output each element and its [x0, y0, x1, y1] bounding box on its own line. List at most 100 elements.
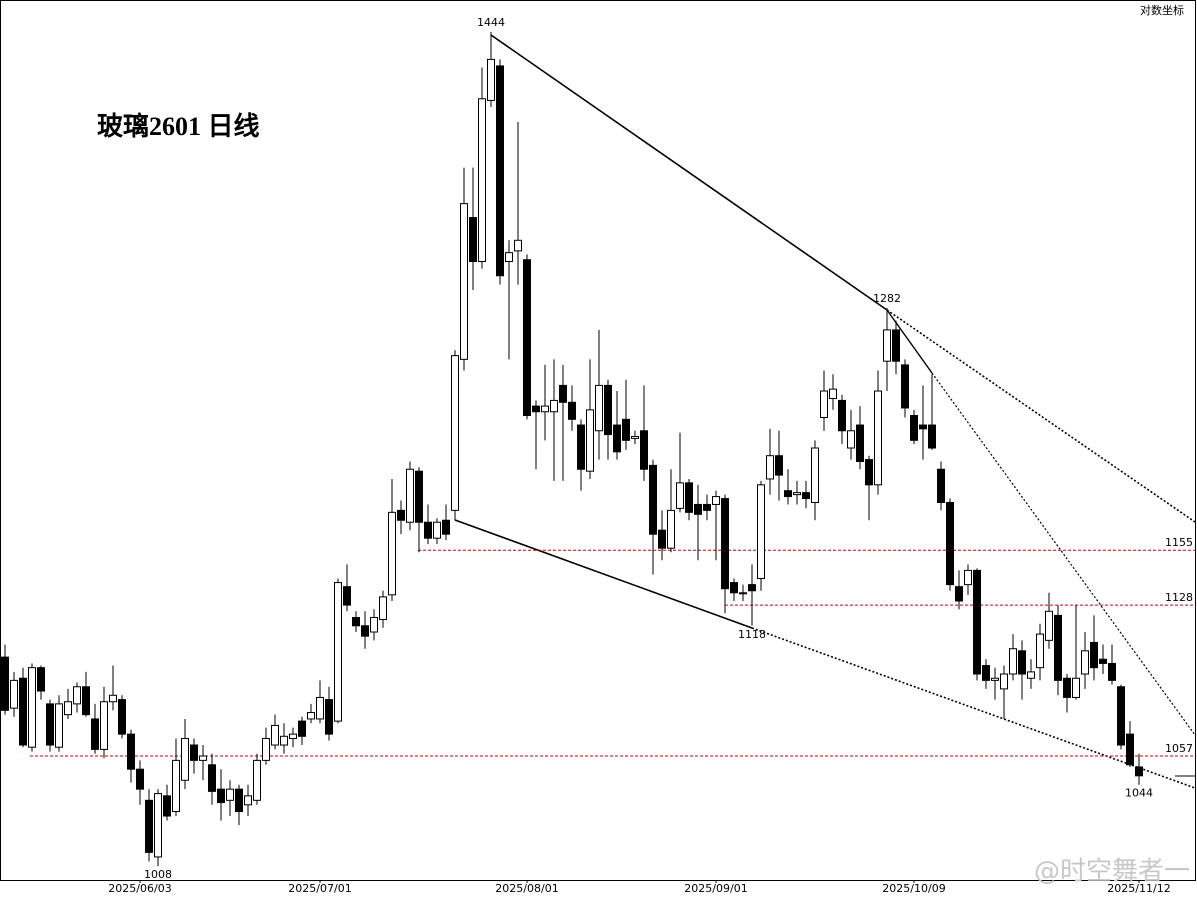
candle-body	[370, 616, 378, 633]
candle-body	[1099, 658, 1107, 664]
candle-body	[1081, 650, 1089, 675]
candle-body	[856, 424, 864, 462]
candle-body	[676, 482, 684, 509]
x-tick-label: 2025/11/12	[1107, 882, 1170, 895]
candle-body	[1090, 641, 1098, 669]
candle-body	[316, 696, 324, 720]
candle-body	[802, 492, 810, 500]
candle-body	[181, 737, 189, 781]
x-tick-label: 2025/07/01	[288, 882, 351, 895]
trend-lines	[454, 34, 1196, 789]
candle-body	[100, 701, 108, 750]
trend-line	[490, 34, 888, 311]
price-annotation: 1044	[1125, 787, 1153, 800]
candle-body	[694, 503, 702, 515]
candle-body	[478, 98, 486, 262]
candle-body	[208, 764, 216, 792]
candle-body	[433, 521, 441, 539]
candle-body	[217, 788, 225, 804]
candle-body	[658, 529, 666, 549]
candle-body	[424, 521, 432, 539]
candle-body	[109, 694, 117, 703]
candle-body	[973, 569, 981, 675]
candle-body	[604, 384, 612, 436]
x-tick-label: 2025/06/03	[108, 882, 171, 895]
candle-body	[622, 418, 630, 441]
candle-body	[532, 405, 540, 413]
candle-body	[874, 390, 882, 486]
candle-body	[595, 384, 603, 432]
candle-body	[730, 582, 738, 594]
candle-body	[352, 616, 360, 627]
candle-body	[334, 582, 342, 722]
candle-body	[910, 415, 918, 441]
candle-body	[739, 592, 747, 595]
candle-body	[55, 703, 63, 748]
candle-body	[118, 699, 126, 735]
candle-body	[1126, 733, 1134, 766]
candle-body	[343, 586, 351, 606]
candle-body	[703, 503, 711, 511]
candle-body	[361, 625, 369, 637]
candle-body	[262, 737, 270, 761]
candle-body	[82, 686, 90, 716]
candle-body	[487, 58, 495, 101]
watermark: @时空舞者一	[1034, 857, 1190, 887]
candle-body	[838, 399, 846, 432]
candle-body	[550, 399, 558, 413]
x-tick-label: 2025/09/01	[684, 882, 747, 895]
candle-body	[1, 656, 9, 711]
candle-body	[127, 733, 135, 770]
candle-body	[892, 329, 900, 362]
candle-body	[1063, 677, 1071, 698]
candles	[1, 31, 1143, 867]
candle-body	[397, 509, 405, 521]
reference-label: 1128	[1165, 591, 1193, 604]
candle-body	[289, 733, 297, 739]
candle-body	[721, 498, 729, 590]
candle-body	[190, 744, 198, 761]
candle-body	[136, 768, 144, 790]
candle-body	[253, 759, 261, 801]
candle-body	[982, 665, 990, 681]
candle-body	[442, 519, 450, 535]
candle-body	[811, 447, 819, 503]
candle-body	[577, 424, 585, 470]
candle-body	[451, 355, 459, 511]
scale-label: 对数坐标	[1140, 3, 1184, 17]
candle-body	[586, 409, 594, 472]
candle-body	[406, 468, 414, 523]
candle-body	[280, 735, 288, 746]
candle-body	[199, 755, 207, 761]
candle-body	[235, 788, 243, 813]
candle-body	[388, 511, 396, 596]
candle-body	[226, 788, 234, 801]
candle-body	[1135, 766, 1143, 777]
candle-body	[64, 701, 72, 716]
candle-body	[964, 569, 972, 586]
candle-body	[928, 424, 936, 449]
candle-body	[523, 259, 531, 417]
candle-body	[19, 677, 27, 746]
candle-body	[946, 501, 954, 586]
candle-body	[919, 424, 927, 430]
price-annotation: 1282	[873, 292, 901, 305]
candle-body	[325, 699, 333, 735]
candle-body	[901, 364, 909, 409]
candle-body	[469, 217, 477, 262]
candle-body	[955, 586, 963, 602]
candle-body	[154, 793, 162, 858]
candle-body	[829, 388, 837, 400]
candle-body	[883, 329, 891, 362]
candle-body	[514, 239, 522, 252]
candle-body	[163, 795, 171, 817]
candle-body	[496, 65, 504, 277]
candle-body	[793, 492, 801, 496]
candle-body	[667, 509, 675, 549]
candle-body	[766, 455, 774, 480]
candle-body	[649, 464, 657, 535]
candle-body	[307, 711, 315, 720]
candle-body	[541, 405, 549, 413]
candle-body	[91, 718, 99, 750]
trend-line	[886, 309, 933, 374]
